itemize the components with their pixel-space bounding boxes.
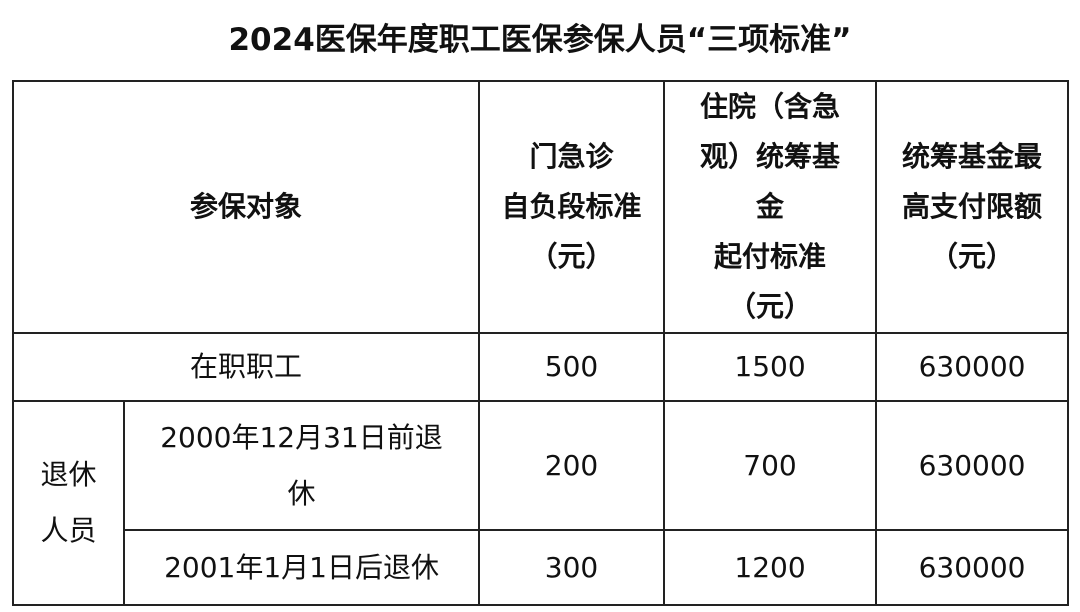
- cell-outpatient: 300: [478, 529, 666, 606]
- table-row: 2001年1月1日后退休 300 1200 630000: [13, 529, 1070, 606]
- cell-inpatient: 1500: [663, 332, 878, 402]
- row-label: 在职职工: [11, 332, 481, 402]
- row-label: 2000年12月31日前退 休: [122, 400, 481, 531]
- header-insured-group: 参保对象: [11, 80, 481, 334]
- cell-outpatient: 500: [478, 332, 666, 402]
- cell-inpatient: 700: [663, 400, 878, 531]
- cell-outpatient: 200: [478, 400, 666, 531]
- cell-inpatient: 1200: [663, 529, 878, 606]
- group-label-retired: 退休 人员: [12, 400, 125, 606]
- cell-max-limit: 630000: [875, 400, 1070, 531]
- header-inpatient-threshold: 住院（含急 观）统筹基 金 起付标准 （元）: [663, 80, 878, 334]
- insurance-standards-table: 参保对象 门急诊 自负段标准 （元） 住院（含急 观）统筹基 金 起付标准 （元…: [11, 80, 1070, 606]
- table-row: 在职职工 500 1500 630000: [11, 332, 1070, 402]
- table-row: 退休 人员 2000年12月31日前退 休 200 700 630000: [12, 400, 1070, 606]
- page-title: 2024医保年度职工医保参保人员“三项标准”: [228, 22, 852, 58]
- cell-max-limit: 630000: [875, 332, 1070, 402]
- cell-max-limit: 630000: [875, 529, 1070, 606]
- row-label: 2001年1月1日后退休: [122, 529, 481, 606]
- header-max-payment-limit: 统筹基金最 高支付限额 （元）: [875, 80, 1070, 334]
- header-row: 参保对象 门急诊 自负段标准 （元） 住院（含急 观）统筹基 金 起付标准 （元…: [11, 80, 1070, 334]
- header-outpatient-deductible: 门急诊 自负段标准 （元）: [478, 80, 666, 334]
